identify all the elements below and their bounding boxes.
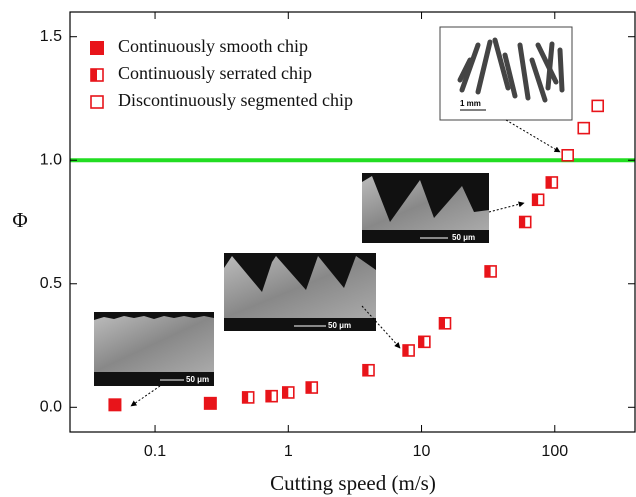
marker-shape — [403, 344, 409, 356]
legend-marker — [90, 68, 104, 82]
scale-bar-label: 50 μm — [186, 375, 209, 384]
marker-shape — [485, 265, 491, 277]
marker-shape — [90, 41, 104, 55]
axes-frame — [69, 11, 636, 433]
marker-shape — [91, 69, 97, 81]
point — [531, 193, 545, 207]
x-tick-label: 1 — [284, 443, 293, 460]
inset-image: 1 mm — [439, 26, 573, 121]
scale-bar-label: 1 mm — [460, 99, 481, 108]
point — [265, 389, 278, 403]
point — [362, 363, 375, 377]
point — [438, 316, 452, 330]
x-axis-label: Cutting speed (m/s) — [270, 471, 436, 495]
marker-shape — [418, 336, 425, 348]
y-tick-label: 0.5 — [40, 275, 62, 292]
marker-shape — [282, 386, 289, 398]
arrows — [130, 119, 561, 407]
x-tick-label: 0.1 — [144, 443, 166, 460]
point — [561, 148, 574, 162]
scale-bar-label: 50 μm — [452, 233, 475, 242]
point — [305, 381, 319, 394]
legend-label: Continuously serrated chip — [118, 63, 312, 83]
point — [518, 215, 532, 229]
marker-shape — [306, 382, 312, 394]
inset-image: 50 μm — [224, 253, 376, 331]
y-tick-label: 1.5 — [40, 28, 62, 45]
marker-shape — [532, 194, 539, 206]
marker-shape — [242, 391, 249, 403]
marker-shape — [519, 216, 526, 228]
marker-shape — [546, 176, 552, 188]
y-axis-label: Φ — [12, 208, 27, 232]
point — [281, 386, 295, 399]
legend-label: Continuously smooth chip — [118, 36, 308, 56]
inset-image: 50 μm — [94, 312, 214, 386]
point — [577, 121, 591, 135]
point — [203, 396, 217, 410]
point — [418, 335, 431, 349]
legend-marker — [90, 41, 104, 55]
point — [108, 398, 122, 412]
marker-shape — [203, 396, 217, 410]
point — [241, 391, 255, 404]
marker-shape — [108, 398, 122, 412]
marker-shape — [439, 317, 445, 329]
y-tick-label: 1.0 — [40, 151, 62, 168]
marker-shape — [363, 364, 369, 376]
marker-shape — [577, 121, 591, 135]
legend-marker — [90, 95, 104, 109]
scale-bar-label: 50 μm — [328, 321, 351, 330]
point — [591, 99, 605, 113]
marker-shape — [266, 390, 272, 402]
inset-image: 50 μm — [362, 173, 489, 243]
plot-area: 0.0 0.5 1.0 1.5 0.1 1 10 100 Continuously smooth… — [40, 11, 636, 460]
point — [545, 176, 559, 189]
x-tick-label: 10 — [413, 443, 431, 460]
y-tick-label: 0.0 — [40, 399, 62, 416]
marker-shape — [90, 95, 104, 109]
point — [484, 265, 497, 278]
point — [402, 344, 415, 357]
marker-shape — [561, 148, 574, 162]
legend-label: Discontinuously segmented chip — [118, 90, 353, 110]
marker-shape — [591, 99, 605, 113]
x-tick-label: 100 — [541, 443, 568, 460]
